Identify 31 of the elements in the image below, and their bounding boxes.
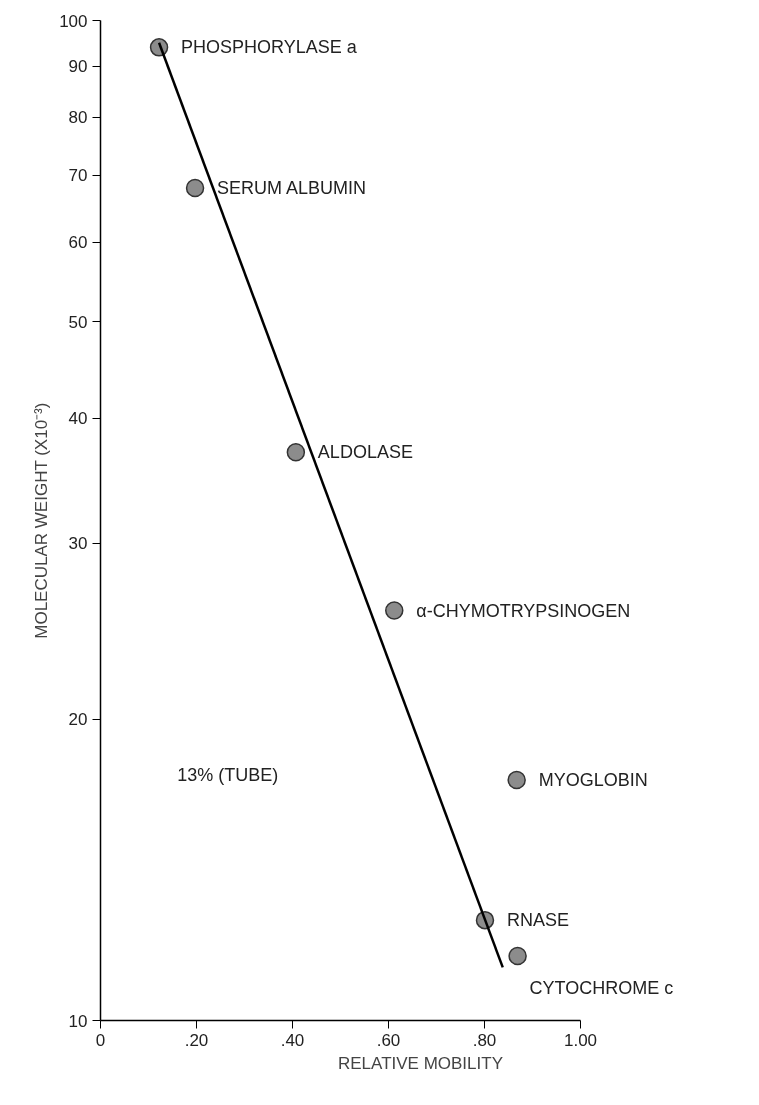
y-tick-label: 80	[68, 108, 88, 128]
x-tick-label: .60	[376, 1030, 401, 1050]
annotation: PHOSPHORYLASE a	[181, 37, 358, 58]
point	[385, 601, 404, 620]
y-axis-title: MOLECULAR WEIGHT (X10⁻³)	[32, 402, 52, 639]
y-tick-label: 70	[68, 166, 88, 186]
y-tick-label: 30	[68, 534, 88, 554]
y-tick-label: 10	[68, 1011, 88, 1031]
x-tick-label: 0	[95, 1030, 106, 1050]
y-tick-label: 90	[68, 57, 88, 77]
y-tick-label: 60	[68, 233, 88, 253]
y-tick-label: 20	[68, 710, 88, 730]
annotation: SERUM ALBUMIN	[217, 177, 367, 198]
point	[185, 178, 205, 198]
x-tick-label: .20	[184, 1030, 209, 1050]
point	[508, 946, 527, 966]
x-tick-label: 1.00	[563, 1030, 598, 1050]
point	[286, 443, 306, 462]
annotation: 13% (TUBE)	[177, 764, 279, 785]
annotation: α-CHYMOTRYPSINOGEN	[416, 600, 631, 621]
y-tick-label: 40	[68, 409, 88, 429]
annotation: RNASE	[506, 910, 569, 931]
point	[507, 770, 526, 790]
annotation: MYOGLOBIN	[538, 769, 648, 790]
x-tick-label: .40	[280, 1030, 305, 1050]
x-axis-title: RELATIVE MOBILITY	[338, 1053, 504, 1073]
annotation: CYTOCHROME c	[529, 978, 674, 999]
y-tick-label: 50	[68, 312, 88, 332]
annotation: ALDOLASE	[317, 442, 413, 463]
x-tick-label: .80	[472, 1030, 497, 1050]
y-tick-label: 100	[59, 11, 88, 31]
